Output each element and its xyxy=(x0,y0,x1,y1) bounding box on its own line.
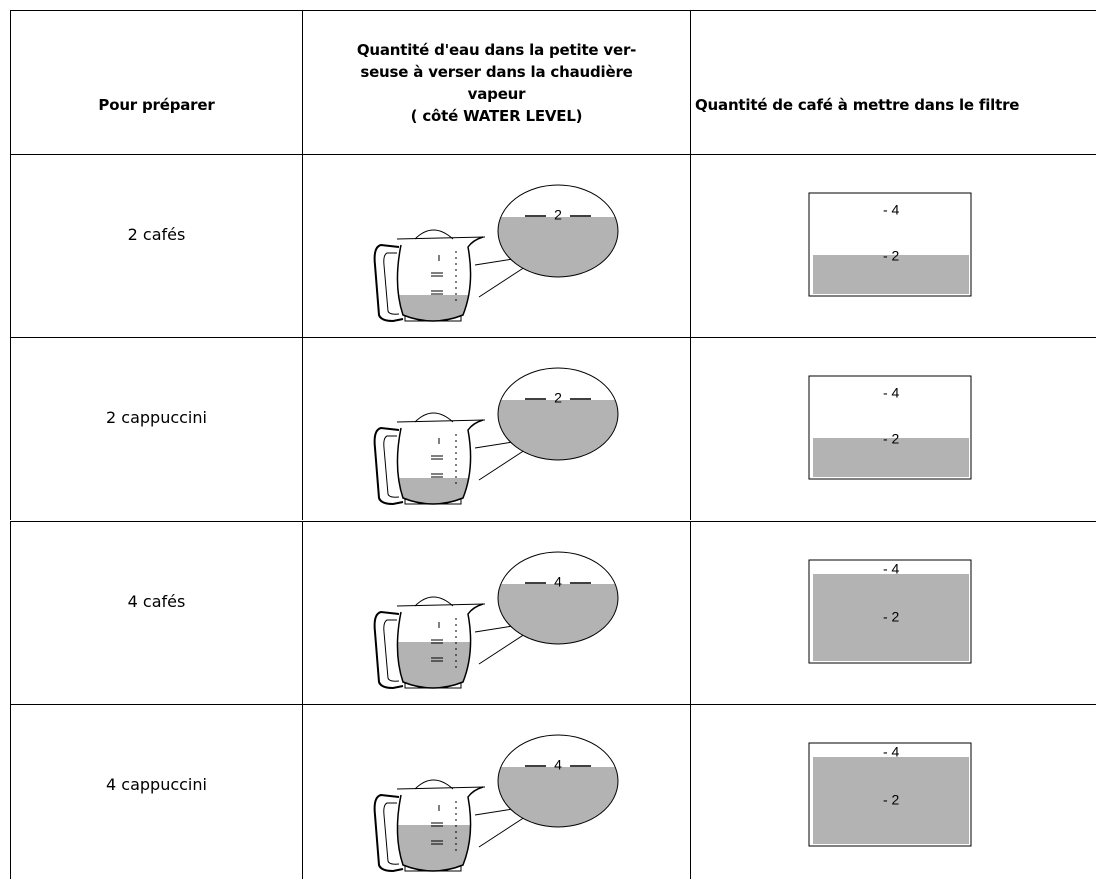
filter-illustration: - 4 - 2 xyxy=(808,375,972,480)
level-label: 2 xyxy=(554,207,562,223)
filter-cell: - 4 - 2 xyxy=(690,154,1096,337)
header-line: Quantité d'eau dans la petite ver- xyxy=(356,40,637,59)
row-label: 4 cappuccini xyxy=(106,774,207,794)
carafe-illustration: 4 xyxy=(373,551,619,690)
carafe-illustration: 2 xyxy=(373,184,619,323)
filter-mark: - 4 xyxy=(883,744,900,760)
level-label: 4 xyxy=(554,757,562,773)
filter-mark: - 2 xyxy=(883,431,900,447)
row-label: 2 cafés xyxy=(127,224,186,244)
carafe-illustration: 2 xyxy=(373,367,619,506)
filter-mark: - 2 xyxy=(883,792,900,808)
row-label: 4 cafés xyxy=(127,591,186,611)
header-text: Pour préparer xyxy=(98,95,215,114)
carafe-cell: 4 xyxy=(302,704,690,879)
carafe-cell: 4 xyxy=(302,521,690,704)
header-cell: Quantité de café à mettre dans le filtre xyxy=(690,10,1096,154)
filter-mark: - 4 xyxy=(883,385,900,401)
row-label-cell: 2 cafés xyxy=(10,154,302,337)
level-label: 4 xyxy=(554,574,562,590)
carafe-illustration: 4 xyxy=(373,734,619,873)
header-cell: Quantité d'eau dans la petite ver-seuse … xyxy=(302,10,690,154)
carafe-cell: 2 xyxy=(302,154,690,337)
filter-mark: - 2 xyxy=(883,248,900,264)
header-text: Quantité de café à mettre dans le filtre xyxy=(695,95,1020,114)
filter-cell: - 4 - 2 xyxy=(690,521,1096,704)
header-line: ( côté WATER LEVEL) xyxy=(410,106,583,125)
filter-illustration: - 4 - 2 xyxy=(808,192,972,297)
filter-cell: - 4 - 2 xyxy=(690,337,1096,520)
filter-illustration: - 4 - 2 xyxy=(808,559,972,664)
header-line: seuse à verser dans la chaudière xyxy=(360,62,633,81)
filter-cell: - 4 - 2 xyxy=(690,704,1096,879)
filter-mark: - 4 xyxy=(883,202,900,218)
level-label: 2 xyxy=(554,390,562,406)
row-label-cell: 4 cafés xyxy=(10,521,302,704)
filter-illustration: - 4 - 2 xyxy=(808,742,972,847)
row-label: 2 cappuccini xyxy=(106,407,207,427)
header-cell: Pour préparer xyxy=(10,10,302,154)
header-line: vapeur xyxy=(467,84,526,103)
carafe-cell: 2 xyxy=(302,337,690,520)
filter-mark: - 2 xyxy=(883,609,900,625)
row-label-cell: 2 cappuccini xyxy=(10,337,302,520)
row-label-cell: 4 cappuccini xyxy=(10,704,302,879)
filter-mark: - 4 xyxy=(883,561,900,577)
